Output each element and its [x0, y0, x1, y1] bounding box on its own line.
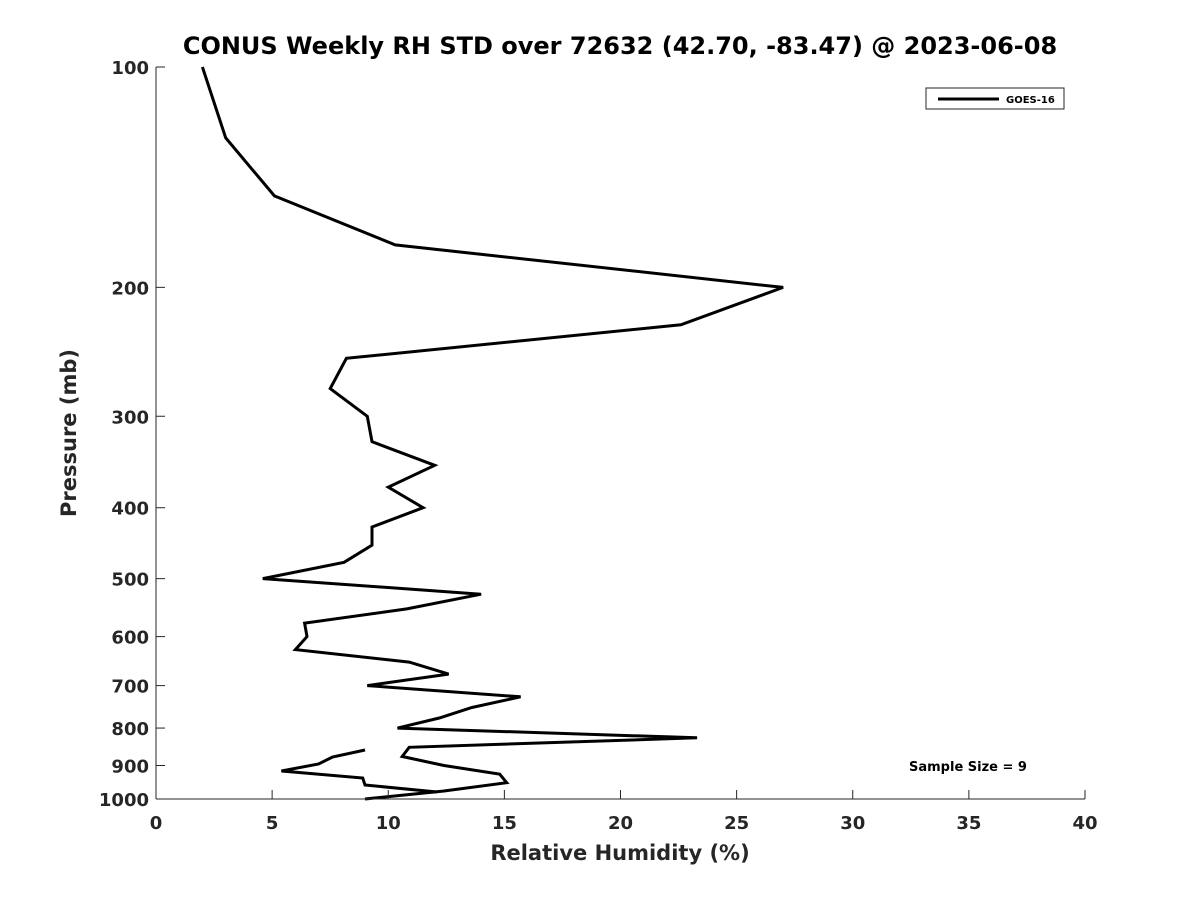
chart-title: CONUS Weekly RH STD over 72632 (42.70, -… [183, 32, 1057, 60]
y-tick-label: 700 [111, 677, 149, 698]
plot-content [200, 66, 784, 801]
y-tick-label: 800 [111, 719, 149, 740]
x-tick-label: 20 [608, 813, 633, 834]
y-tick-label: 900 [111, 757, 149, 778]
x-tick-label: 0 [150, 813, 163, 834]
y-tick-label: 600 [111, 628, 149, 649]
x-tick-label: 15 [492, 813, 517, 834]
x-tick-label: 10 [376, 813, 401, 834]
plot-area [156, 67, 1085, 799]
sample-size-annotation: Sample Size = 9 [909, 760, 1027, 775]
x-tick-label: 5 [266, 813, 279, 834]
legend: GOES-16 [925, 87, 1065, 110]
y-tick-label: 1000 [99, 790, 149, 811]
y-tick-label: 400 [111, 499, 149, 520]
y-ticks: 100 200 300 400 500 600 700 800 900 1000 [99, 58, 165, 811]
x-tick-label: 40 [1072, 813, 1097, 834]
legend-label-goes-16: GOES-16 [1006, 95, 1055, 106]
series-line-goes-16-tail [281, 748, 438, 794]
y-axis-label: Pressure (mb) [57, 349, 81, 517]
x-axis-label: Relative Humidity (%) [490, 841, 749, 865]
y-tick-label: 500 [111, 570, 149, 591]
x-ticks: 0 5 10 15 20 25 30 35 40 [150, 790, 1098, 834]
x-tick-label: 25 [724, 813, 749, 834]
series-line-goes-16 [200, 66, 784, 801]
y-tick-label: 100 [111, 58, 149, 79]
x-tick-label: 35 [956, 813, 981, 834]
y-tick-label: 200 [111, 278, 149, 299]
x-tick-label: 30 [840, 813, 865, 834]
y-tick-label: 300 [111, 407, 149, 428]
